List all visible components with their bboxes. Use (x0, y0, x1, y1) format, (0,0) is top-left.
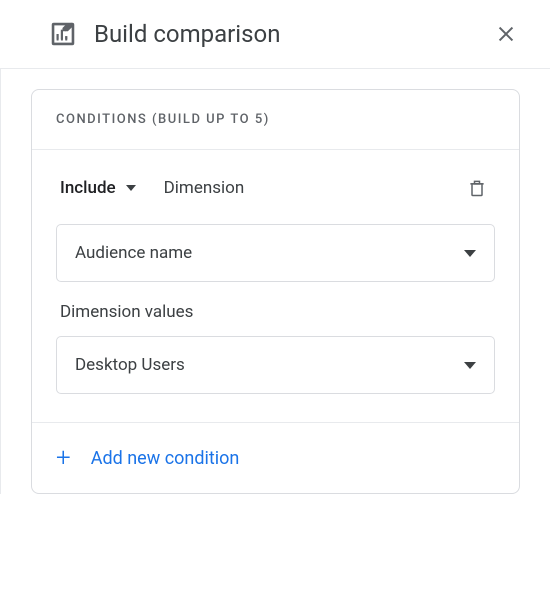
dimension-values-label: Dimension values (60, 302, 491, 322)
plus-icon: + (56, 445, 71, 471)
chevron-down-icon (464, 362, 476, 369)
dimension-select-value: Audience name (75, 243, 192, 263)
chevron-down-icon (126, 185, 136, 191)
delete-condition-button[interactable] (463, 174, 491, 202)
include-dropdown[interactable]: Include (60, 178, 136, 198)
dimension-select[interactable]: Audience name (56, 224, 495, 282)
conditions-card-header: CONDITIONS (BUILD UP TO 5) (32, 90, 519, 150)
conditions-card: CONDITIONS (BUILD UP TO 5) Include Dimen… (31, 89, 520, 494)
dimension-heading: Dimension (164, 178, 435, 198)
add-condition-button[interactable]: + Add new condition (32, 423, 519, 493)
condition-block: Include Dimension (32, 150, 519, 423)
chevron-down-icon (464, 250, 476, 257)
panel-title: Build comparison (94, 20, 468, 48)
dimension-values-select-value: Desktop Users (75, 355, 185, 375)
include-label: Include (60, 178, 116, 198)
content-area: CONDITIONS (BUILD UP TO 5) Include Dimen… (0, 68, 550, 494)
dimension-values-select[interactable]: Desktop Users (56, 336, 495, 394)
condition-top-row: Include Dimension (56, 174, 495, 202)
close-button[interactable] (486, 14, 526, 54)
close-icon (495, 23, 517, 45)
add-condition-label: Add new condition (91, 448, 240, 469)
chart-edit-icon (50, 21, 76, 47)
trash-icon (467, 178, 487, 198)
panel-header: Build comparison (0, 0, 550, 68)
build-comparison-panel: Build comparison CONDITIONS (BUILD UP TO… (0, 0, 550, 494)
